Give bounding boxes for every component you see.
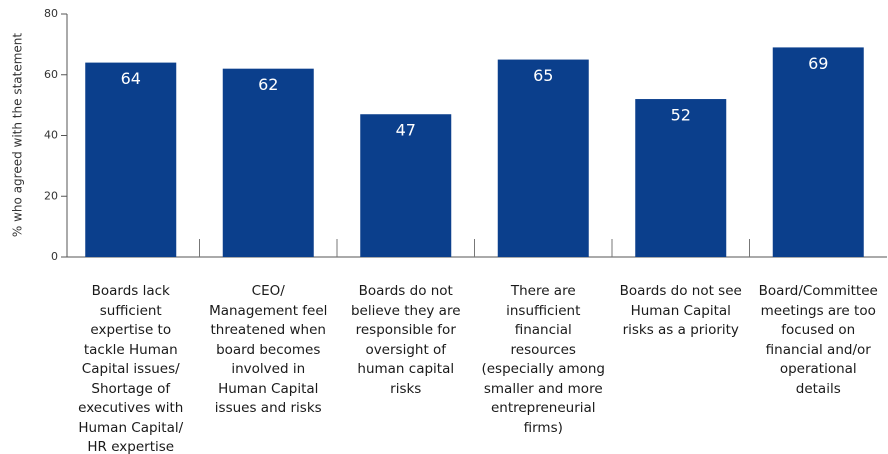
x-tick-label: CEO/ Management feel threatened when boa… <box>209 283 328 416</box>
value-label: 47 <box>396 121 416 140</box>
y-tick-label: 60 <box>44 68 58 81</box>
bar <box>222 68 314 257</box>
bar <box>635 99 727 257</box>
value-label: 69 <box>808 54 828 73</box>
value-label: 64 <box>121 69 141 88</box>
y-axis-label: % who agreed with the statement <box>11 33 25 237</box>
x-tick-label: Board/Committee meetings are too focused… <box>758 283 878 397</box>
y-tick-label: 0 <box>51 250 58 263</box>
value-label: 62 <box>258 75 278 94</box>
y-tick-label: 40 <box>44 129 58 142</box>
bar <box>497 59 589 257</box>
x-tick-label: Boards lack sufficient expertise to tack… <box>78 283 184 454</box>
bar <box>85 62 177 257</box>
y-tick-label: 80 <box>44 7 58 20</box>
value-label: 65 <box>533 66 553 85</box>
bar <box>772 47 864 257</box>
x-tick-label: Boards do not believe they are responsib… <box>350 283 461 397</box>
x-tick-label: Boards do not see Human Capital risks as… <box>619 283 742 338</box>
y-tick-label: 20 <box>44 189 58 202</box>
x-tick-label: There are insufficient financial resourc… <box>481 283 606 436</box>
value-label: 52 <box>671 106 691 125</box>
bar <box>360 114 452 257</box>
